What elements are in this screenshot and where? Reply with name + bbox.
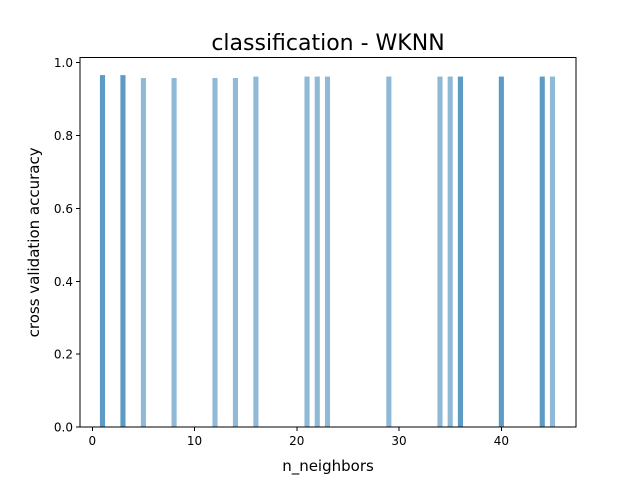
bar-n12 xyxy=(212,78,218,428)
y-axis-ticks: 0.0 0.2 0.4 0.6 0.8 1.0 xyxy=(54,56,80,435)
bar-n8 xyxy=(171,78,177,428)
x-tick-label: 0 xyxy=(88,434,96,448)
x-tick-label: 30 xyxy=(391,434,406,448)
plot-frame xyxy=(79,57,577,428)
y-tick-label: 1.0 xyxy=(54,56,73,70)
bar-n40 xyxy=(498,76,504,428)
y-tick-label: 0.2 xyxy=(54,348,73,362)
x-axis-ticks: 0 10 20 30 40 xyxy=(88,427,509,448)
bar-n22 xyxy=(314,76,320,428)
x-axis-label: n_neighbors xyxy=(282,457,374,476)
bar-n5 xyxy=(140,78,146,428)
y-axis-label: cross validation accuracy xyxy=(25,147,43,337)
bars-group xyxy=(99,75,556,428)
bar-n35 xyxy=(447,76,453,428)
bar-n14 xyxy=(232,78,239,428)
y-tick-label: 0.6 xyxy=(54,202,73,216)
bar-n21 xyxy=(304,76,310,428)
chart-title: classification - WKNN xyxy=(211,31,444,56)
bar-n23 xyxy=(324,76,331,428)
x-tick-label: 40 xyxy=(494,434,509,448)
bar-n29 xyxy=(386,76,392,428)
y-tick-label: 0.0 xyxy=(54,421,73,435)
bar-n36 xyxy=(457,76,463,428)
bar-n34 xyxy=(437,76,443,428)
x-tick-label: 20 xyxy=(289,434,304,448)
y-tick-label: 0.4 xyxy=(54,275,73,289)
bar-n16 xyxy=(253,76,259,428)
bar-n3 xyxy=(120,75,126,428)
bar-n44 xyxy=(539,76,545,428)
x-tick-label: 10 xyxy=(187,434,202,448)
y-tick-label: 0.8 xyxy=(54,129,73,143)
bar-n45 xyxy=(549,76,556,428)
bar-n1 xyxy=(99,75,106,428)
